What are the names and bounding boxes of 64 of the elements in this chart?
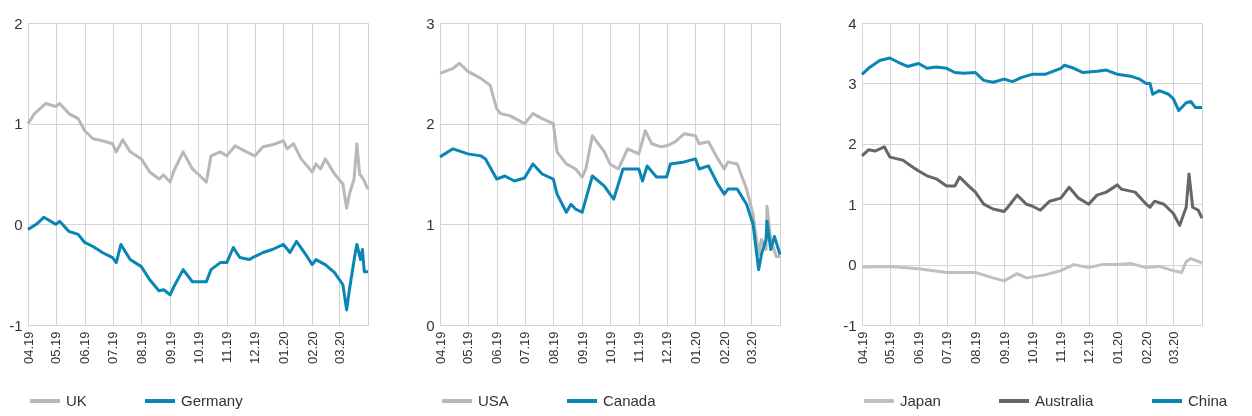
y-tick-label: 2 xyxy=(14,14,23,32)
legend-label: Germany xyxy=(181,392,244,409)
x-tick-label: 06.19 xyxy=(489,331,505,365)
x-tick-label: 01.20 xyxy=(1109,331,1125,365)
line-series xyxy=(860,145,1204,227)
y-tick-label: 2 xyxy=(426,115,435,133)
line-series xyxy=(26,102,370,210)
legend-label: UK xyxy=(66,392,87,409)
legend-label: Australia xyxy=(1035,392,1095,409)
x-tick-label: 10.19 xyxy=(1024,331,1040,365)
line-series xyxy=(438,147,782,272)
x-tick-label: 12.19 xyxy=(659,331,675,365)
legend-label: Canada xyxy=(603,392,657,409)
x-tick-label: 06.19 xyxy=(77,331,93,365)
x-tick-label: 12.19 xyxy=(1081,331,1097,365)
x-tick-label: 10.19 xyxy=(602,331,618,365)
y-tick-label: 4 xyxy=(848,14,857,32)
line-series xyxy=(438,61,782,259)
x-tick-label: 09.19 xyxy=(996,331,1012,365)
x-tick-label: 05.19 xyxy=(882,331,898,365)
x-tick-label: 09.19 xyxy=(162,331,178,365)
x-tick-label: 04.19 xyxy=(432,331,448,365)
y-tick-label: 2 xyxy=(848,135,857,153)
x-tick-label: 04.19 xyxy=(854,331,870,365)
legend-label: Japan xyxy=(900,392,941,409)
x-tick-label: 03.20 xyxy=(743,331,759,365)
x-tick-label: 02.20 xyxy=(1138,331,1154,365)
y-tick-label: 0 xyxy=(426,316,435,334)
x-tick-label: 02.20 xyxy=(304,331,320,365)
y-tick-label: -1 xyxy=(843,316,857,334)
x-tick-label: 06.19 xyxy=(911,331,927,365)
line-series xyxy=(860,257,1204,283)
x-tick-label: 11.19 xyxy=(219,331,235,364)
legend-label: China xyxy=(1188,392,1228,409)
line-series xyxy=(860,56,1204,113)
legend-label: USA xyxy=(478,392,509,409)
y-tick-label: -1 xyxy=(9,316,23,334)
x-tick-label: 12.19 xyxy=(247,331,263,365)
y-tick-label: 1 xyxy=(848,195,857,213)
line-series xyxy=(26,215,370,312)
y-tick-label: 3 xyxy=(848,74,857,92)
y-tick-label: 1 xyxy=(14,115,23,133)
x-tick-label: 08.19 xyxy=(967,331,983,365)
y-tick-label: 3 xyxy=(426,14,435,32)
x-tick-label: 05.19 xyxy=(48,331,64,365)
x-tick-label: 07.19 xyxy=(517,331,533,365)
x-tick-label: 04.19 xyxy=(20,331,36,365)
y-tick-label: 0 xyxy=(14,215,23,233)
x-tick-label: 03.20 xyxy=(331,331,347,365)
x-tick-label: 10.19 xyxy=(190,331,206,365)
x-tick-label: 11.19 xyxy=(631,331,647,364)
x-tick-label: 11.19 xyxy=(1053,331,1069,364)
x-tick-label: 07.19 xyxy=(105,331,121,365)
x-tick-label: 01.20 xyxy=(687,331,703,365)
x-tick-label: 07.19 xyxy=(939,331,955,365)
y-tick-label: 1 xyxy=(426,215,435,233)
x-tick-label: 08.19 xyxy=(545,331,561,365)
x-tick-label: 05.19 xyxy=(460,331,476,365)
y-tick-label: 0 xyxy=(848,256,857,274)
x-tick-label: 03.20 xyxy=(1165,331,1181,365)
x-tick-label: 08.19 xyxy=(133,331,149,365)
x-tick-label: 02.20 xyxy=(716,331,732,365)
x-tick-label: 09.19 xyxy=(574,331,590,365)
x-tick-label: 01.20 xyxy=(275,331,291,365)
